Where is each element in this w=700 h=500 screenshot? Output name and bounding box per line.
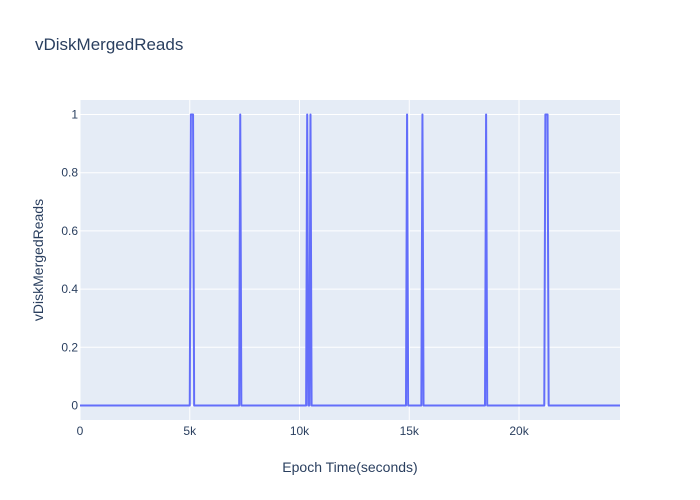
y-tick-label: 0.2 [61,340,78,354]
x-tick-label: 10k [290,424,310,438]
y-axis-title: vDiskMergedReads [30,199,46,321]
y-tick-label: 0.8 [61,166,78,180]
x-axis-ticks: 0 5k 10k 15k 20k [77,424,530,438]
plot-area [80,100,620,420]
x-axis-title: Epoch Time(seconds) [282,459,417,475]
x-tick-label: 20k [509,424,529,438]
x-tick-label: 15k [400,424,420,438]
y-tick-label: 0.4 [61,282,78,296]
y-tick-label: 1 [71,108,78,122]
y-tick-label: 0.6 [61,224,78,238]
y-axis-ticks: 0 0.2 0.4 0.6 0.8 1 [61,108,78,413]
series-line [80,113,620,407]
y-tick-label: 0 [71,398,78,412]
chart-title: vDiskMergedReads [35,35,183,54]
series-layer [80,113,620,407]
x-tick-label: 5k [183,424,197,438]
x-tick-label: 0 [77,424,84,438]
